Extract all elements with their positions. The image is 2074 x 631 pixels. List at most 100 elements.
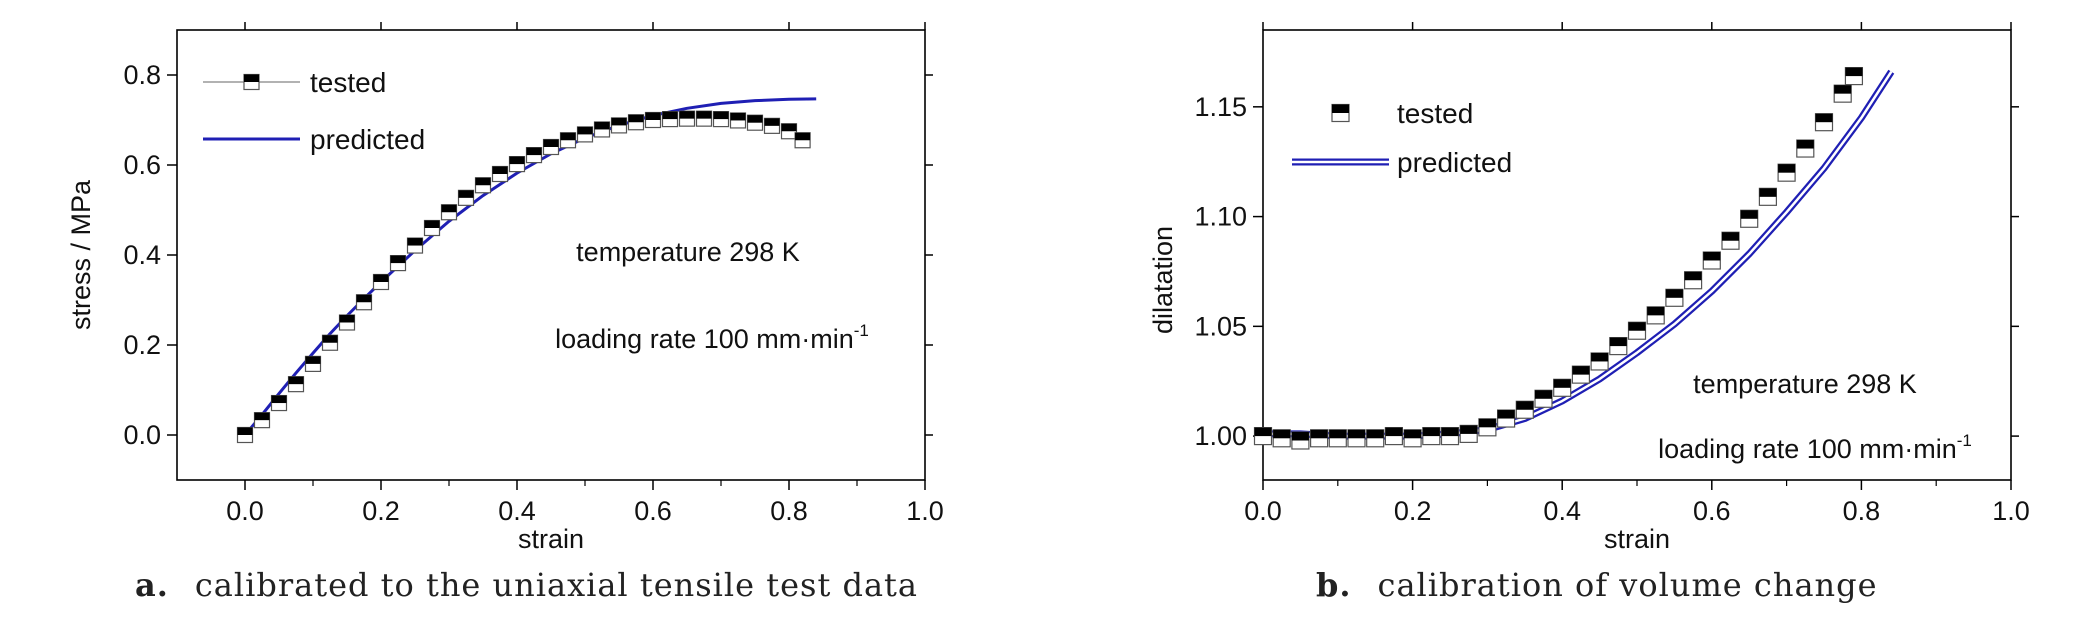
tested-marker-fill: [1273, 429, 1291, 439]
annotation-loading-rate-b: loading rate 100 mm·min-1: [1658, 431, 1972, 464]
annotation-loading-rate-exponent: -1: [1957, 431, 1972, 450]
tested-point-a: [746, 114, 764, 131]
tested-marker-fill: [1591, 352, 1609, 362]
tested-marker-fill: [730, 112, 746, 121]
tested-point-a: [406, 237, 424, 254]
tested-point-a: [270, 394, 288, 412]
tested-marker-fill: [441, 204, 457, 213]
tested-point-a: [474, 177, 492, 194]
tested-marker-fill: [543, 139, 559, 147]
tested-point-a: [491, 165, 509, 183]
tested-marker-fill: [1684, 271, 1702, 281]
tested-point-a: [780, 123, 798, 140]
x-tick-label-b: 0.0: [1244, 496, 1282, 526]
x-tick-label-b: 1.0: [1992, 496, 2030, 526]
x-tick-label-a: 1.0: [906, 496, 944, 526]
tested-marker-fill: [1497, 410, 1515, 419]
tested-marker-fill: [1478, 418, 1496, 428]
tested-marker-fill: [696, 111, 712, 119]
y-tick-label-b: 1.05: [1194, 311, 1247, 341]
tested-marker-fill: [1310, 429, 1328, 439]
tested-point-b: [1702, 251, 1721, 270]
annotation-temperature-a: temperature 298 K: [576, 237, 800, 267]
tested-marker-fill: [1422, 427, 1440, 437]
tested-marker-fill: [526, 147, 542, 156]
legend-b: tested predicted: [1292, 98, 1512, 178]
x-tick-label-a: 0.6: [634, 496, 672, 526]
tested-marker-fill: [747, 115, 763, 123]
tested-marker-fill: [764, 118, 780, 126]
tested-point-a: [729, 112, 747, 129]
tested-marker-fill: [1845, 67, 1863, 77]
tested-marker-fill: [594, 121, 610, 130]
tested-marker-fill: [1291, 431, 1309, 441]
x-tick-label-b: 0.2: [1394, 496, 1432, 526]
legend-predicted-label: predicted: [310, 124, 425, 155]
tested-point-b: [1553, 378, 1572, 397]
legend-marker-fill: [1332, 104, 1349, 113]
tested-point-b: [1291, 431, 1310, 450]
tested-point-a: [794, 132, 811, 149]
tested-marker-fill: [1796, 140, 1814, 149]
tested-marker-fill: [1366, 429, 1384, 439]
tested-marker-fill: [458, 190, 474, 198]
tested-marker-fill: [795, 132, 811, 141]
tested-marker-fill: [662, 111, 678, 120]
tested-marker-fill: [1609, 337, 1627, 347]
legend-tested-marker: [1331, 103, 1350, 123]
caption-b-label: b.: [1316, 566, 1352, 604]
tested-point-a: [695, 110, 713, 127]
x-tick-label-a: 0.4: [498, 496, 536, 526]
tested-marker-fill: [560, 132, 576, 141]
tested-marker-fill: [1348, 429, 1365, 439]
tested-marker-fill: [407, 238, 423, 246]
tested-point-b: [1833, 84, 1852, 103]
tested-point-a: [440, 204, 458, 221]
tested-point-b: [1777, 163, 1796, 182]
tested-marker-fill: [713, 111, 729, 120]
x-tick-label-a: 0.2: [362, 496, 400, 526]
tested-point-b: [1534, 389, 1553, 408]
y-axis-label-b: dilatation: [1148, 226, 1178, 334]
tested-marker-fill: [1665, 289, 1683, 298]
tested-point-b: [1366, 429, 1385, 448]
caption-a-text: calibrated to the uniaxial tensile test …: [194, 566, 918, 604]
tested-point-a: [559, 132, 577, 149]
tested-point-a: [304, 355, 322, 372]
tested-marker-fill: [1385, 427, 1403, 437]
tested-point-a: [372, 273, 390, 291]
tested-marker-fill: [1404, 429, 1422, 439]
tested-point-a: [338, 314, 356, 331]
tested-marker-fill: [288, 376, 304, 385]
tested-point-b: [1459, 424, 1478, 444]
tested-marker-fill: [254, 412, 270, 421]
tested-marker-fill: [1441, 427, 1459, 437]
tested-marker-fill: [271, 395, 287, 404]
y-axis-label-a: stress / MPa: [66, 179, 96, 330]
tested-point-b: [1796, 139, 1815, 158]
tested-marker-fill: [305, 356, 321, 364]
tested-point-b: [1403, 429, 1422, 448]
x-tick-label-b: 0.8: [1843, 496, 1881, 526]
tested-marker-fill: [1628, 322, 1646, 331]
chart-panel-a: 0.0 0.2 0.4 0.6 0.8 1.0 0.0 0.2 0.4 0.6 0.8 strain s…: [66, 22, 944, 554]
y-tick-label-a: 0.8: [123, 60, 161, 90]
tested-marker-fill: [1553, 379, 1571, 388]
tested-point-b: [1609, 336, 1628, 356]
tested-point-b: [1721, 231, 1740, 250]
tested-point-b: [1440, 426, 1460, 446]
tested-point-b: [1272, 429, 1291, 448]
tested-point-b: [1384, 426, 1404, 446]
tested-marker-fill: [1647, 306, 1665, 316]
tested-marker-fill: [1703, 251, 1721, 261]
tested-point-a: [525, 147, 543, 164]
tested-point-a: [457, 189, 475, 206]
annotation-temperature-b: temperature 298 K: [1693, 369, 1917, 399]
tested-point-b: [1740, 209, 1759, 228]
tested-point-b: [1814, 113, 1834, 132]
tested-point-a: [508, 156, 526, 173]
legend-tested-label: tested: [310, 67, 386, 98]
legend-a: tested predicted: [203, 67, 425, 155]
tested-point-a: [542, 138, 560, 156]
y-tick-label-a: 0.6: [123, 150, 161, 180]
